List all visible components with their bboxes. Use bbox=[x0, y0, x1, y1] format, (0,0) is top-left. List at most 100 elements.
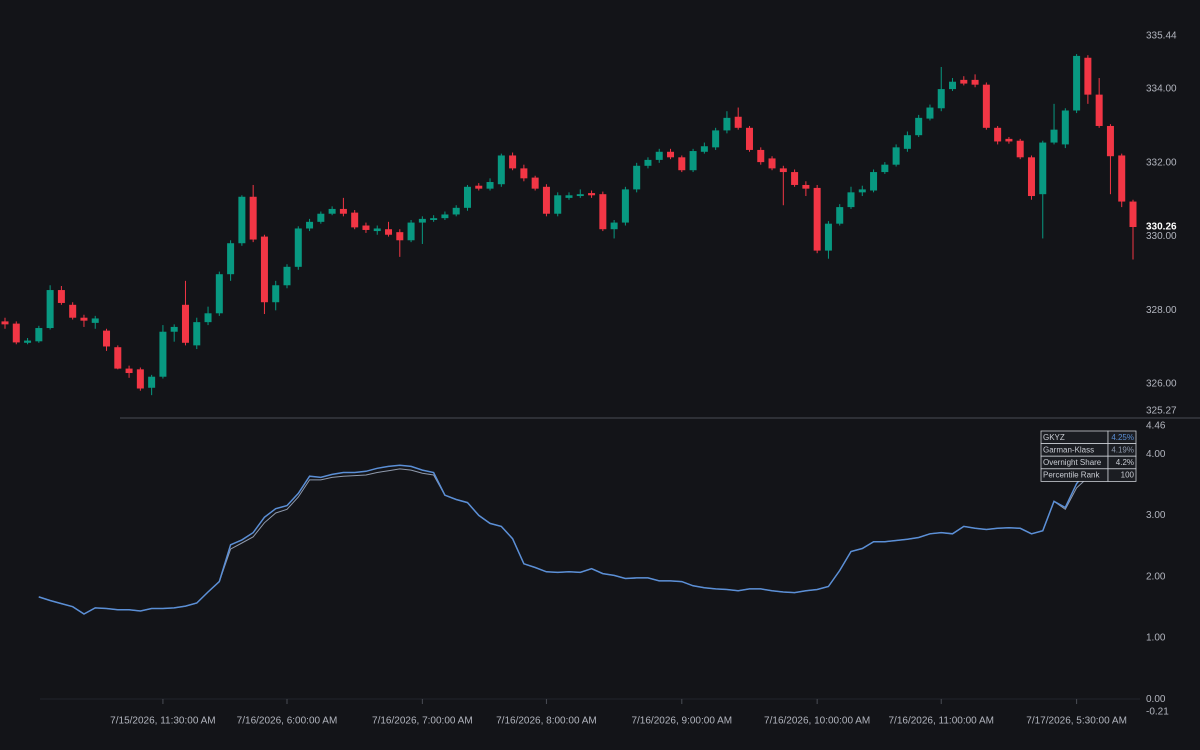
candle-body bbox=[103, 330, 111, 347]
x-tick-label: 7/15/2026, 11:30:00 AM bbox=[110, 716, 215, 727]
candle-body bbox=[554, 195, 562, 214]
candle-body bbox=[678, 157, 686, 171]
indicator-line bbox=[38, 438, 1112, 615]
candle-body bbox=[396, 232, 404, 241]
candle-body bbox=[1073, 55, 1081, 111]
candle-body bbox=[734, 116, 742, 128]
candle-body bbox=[441, 214, 449, 219]
candle-body bbox=[903, 135, 911, 149]
candle-body bbox=[294, 228, 302, 267]
candle-body bbox=[588, 193, 596, 196]
y-tick-label: 0.00 bbox=[1146, 694, 1166, 705]
candle-body bbox=[193, 322, 201, 346]
candle-body bbox=[542, 186, 550, 214]
candle-body bbox=[520, 168, 528, 179]
candle-body bbox=[1027, 157, 1035, 197]
candle-body bbox=[712, 130, 720, 148]
candle-body bbox=[215, 274, 223, 314]
candle-body bbox=[238, 196, 246, 244]
candle-body bbox=[497, 155, 505, 185]
table-value: 4.2% bbox=[1116, 458, 1134, 467]
candle-body bbox=[949, 81, 957, 90]
candle-body bbox=[24, 340, 32, 343]
candle-body bbox=[136, 369, 144, 389]
candle-body bbox=[385, 229, 393, 235]
table-label: Percentile Rank bbox=[1043, 471, 1100, 480]
candle-body bbox=[960, 79, 968, 84]
candle-body bbox=[12, 323, 20, 343]
candle-body bbox=[272, 285, 280, 303]
candle-body bbox=[509, 155, 517, 169]
candle-body bbox=[170, 326, 178, 332]
y-tick-label: 335.44 bbox=[1146, 31, 1177, 42]
candle-body bbox=[621, 189, 629, 223]
x-tick-label: 7/16/2026, 9:00:00 AM bbox=[631, 716, 732, 727]
legend-table: GKYZ 4.25% Garman-Klass 4.19% Overnight Shar… bbox=[1040, 430, 1137, 482]
candle-body bbox=[1005, 138, 1013, 142]
candle-body bbox=[644, 159, 652, 166]
y-tick-label: 2.00 bbox=[1146, 571, 1166, 582]
candle-body bbox=[779, 168, 787, 173]
candle-body bbox=[915, 117, 923, 136]
candle-body bbox=[892, 147, 900, 165]
y-tick-label: 328.00 bbox=[1146, 305, 1177, 316]
candle-body bbox=[351, 212, 359, 228]
candle-body bbox=[768, 158, 776, 169]
table-label: Overnight Share bbox=[1043, 458, 1102, 467]
candle-body bbox=[306, 221, 314, 229]
candle-body bbox=[1039, 142, 1047, 195]
last-price-label: 330.26 bbox=[1146, 222, 1177, 233]
candle-body bbox=[452, 207, 460, 215]
x-tick-label: 7/16/2026, 8:00:00 AM bbox=[496, 716, 597, 727]
candle-body bbox=[1084, 57, 1092, 95]
candle-body bbox=[260, 236, 268, 303]
candle-body bbox=[1016, 140, 1024, 158]
table-value: 4.25% bbox=[1111, 433, 1134, 442]
candle-body bbox=[531, 177, 539, 189]
candle-body bbox=[994, 127, 1002, 142]
candle-body bbox=[791, 172, 799, 185]
y-tick-label: 326.00 bbox=[1146, 379, 1177, 390]
candle-body bbox=[362, 225, 370, 230]
candle-body bbox=[982, 84, 990, 128]
y-tick-label: 3.00 bbox=[1146, 510, 1166, 521]
candle-body bbox=[937, 89, 945, 109]
candle-body bbox=[881, 164, 889, 173]
candle-body bbox=[689, 151, 697, 171]
candle-body bbox=[463, 186, 471, 208]
candle-body bbox=[159, 331, 167, 377]
candle-body bbox=[407, 222, 415, 241]
candle-body bbox=[227, 243, 235, 275]
y-tick-label: 334.00 bbox=[1146, 84, 1177, 95]
table-cell bbox=[1107, 468, 1137, 482]
candle-body bbox=[69, 304, 77, 318]
candle-body bbox=[745, 127, 753, 150]
candle-body bbox=[802, 184, 810, 189]
candle-body bbox=[317, 213, 325, 222]
candle-body bbox=[475, 185, 483, 189]
table-value: 4.19% bbox=[1111, 446, 1134, 455]
y-tick-label: 332.00 bbox=[1146, 157, 1177, 168]
y-tick-label: 4.00 bbox=[1146, 449, 1166, 460]
candle-body bbox=[813, 187, 821, 251]
candle-body bbox=[486, 182, 494, 189]
candle-body bbox=[847, 192, 855, 208]
y-tick-label: 325.27 bbox=[1146, 406, 1177, 417]
candle-body bbox=[723, 117, 731, 131]
y-tick-label: -0.21 bbox=[1146, 707, 1169, 718]
candle-body bbox=[1, 321, 9, 325]
candle-body bbox=[757, 149, 765, 163]
candle-body bbox=[148, 376, 156, 388]
candle-body bbox=[204, 313, 212, 323]
candle-body bbox=[46, 290, 54, 329]
candle-body bbox=[655, 151, 663, 160]
candle-body bbox=[1129, 201, 1137, 228]
candle-body bbox=[283, 266, 291, 286]
candle-body bbox=[125, 368, 133, 374]
candle-body bbox=[57, 290, 65, 303]
candle-body bbox=[576, 194, 584, 197]
candle-body bbox=[633, 165, 641, 190]
x-tick-label: 7/16/2026, 6:00:00 AM bbox=[237, 716, 338, 727]
